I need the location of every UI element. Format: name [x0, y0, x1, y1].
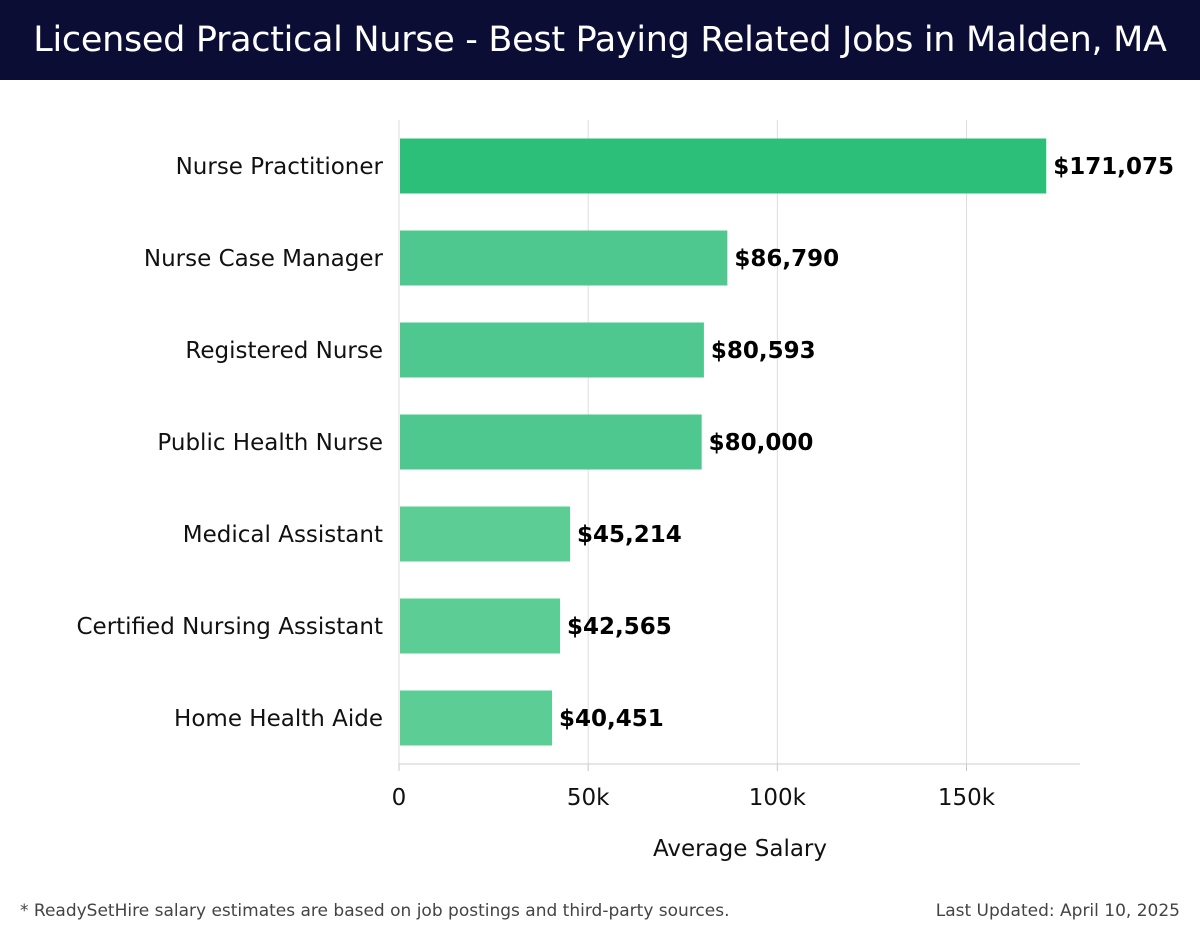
- last-updated: Last Updated: April 10, 2025: [935, 901, 1180, 921]
- bar: [400, 598, 561, 654]
- page-title: Licensed Practical Nurse - Best Paying R…: [33, 20, 1167, 60]
- category-label: Medical Assistant: [183, 522, 383, 548]
- bar: [400, 414, 702, 470]
- x-tick-label: 150k: [938, 785, 996, 811]
- category-label: Certified Nursing Assistant: [76, 614, 383, 640]
- category-label: Public Health Nurse: [157, 430, 383, 456]
- value-label: $80,000: [709, 430, 814, 456]
- bar: [400, 322, 704, 378]
- value-label: $86,790: [734, 246, 839, 272]
- value-label: $40,451: [559, 706, 664, 732]
- salary-bar-chart: 0 50k 100k 150k Nurse Practitioner $171,075 Nu…: [76, 120, 1174, 862]
- value-label: $42,565: [567, 614, 672, 640]
- x-tick-label: 100k: [749, 785, 807, 811]
- axes: [398, 120, 1080, 771]
- x-axis-title: Average Salary: [653, 836, 827, 862]
- value-label: $45,214: [577, 522, 682, 548]
- category-label: Registered Nurse: [185, 338, 383, 364]
- value-label: $171,075: [1053, 154, 1174, 180]
- category-label: Nurse Practitioner: [176, 154, 384, 180]
- title-bar: Licensed Practical Nurse - Best Paying R…: [0, 0, 1200, 80]
- bar: [400, 230, 728, 286]
- bars: [400, 138, 1047, 746]
- bar: [400, 138, 1047, 194]
- labels: 0 50k 100k 150k Nurse Practitioner $171,075 Nu…: [76, 154, 1174, 862]
- footnote: * ReadySetHire salary estimates are base…: [20, 901, 730, 921]
- category-label: Nurse Case Manager: [144, 246, 384, 272]
- category-label: Home Health Aide: [174, 706, 383, 732]
- bar: [400, 690, 553, 746]
- x-tick-label: 0: [392, 785, 407, 811]
- value-label: $80,593: [711, 338, 816, 364]
- x-tick-label: 50k: [567, 785, 610, 811]
- bar: [400, 506, 571, 562]
